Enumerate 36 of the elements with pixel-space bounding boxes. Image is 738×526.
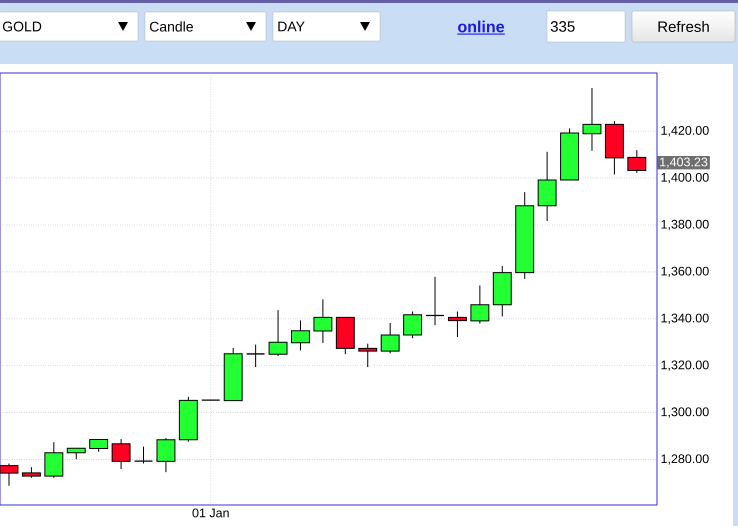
candlestick (380, 322, 400, 354)
text: GOLD (2, 22, 42, 32)
text: online (458, 20, 504, 32)
candlestick (291, 320, 310, 351)
candlestick (448, 311, 467, 338)
candlestick (246, 344, 266, 368)
candlestick (156, 437, 176, 473)
candlestick (66, 448, 86, 460)
candlestick (425, 276, 445, 326)
candlestick (89, 439, 108, 452)
text: 335 (550, 21, 575, 32)
candlestick (268, 310, 288, 357)
candlestick (403, 311, 422, 339)
candlestick (22, 466, 41, 478)
y-tick-label: 1,300.00 (661, 407, 709, 418)
candlestick (358, 343, 378, 368)
y-tick-label: 1,340.00 (661, 314, 709, 324)
y-tick-label: 1,380.00 (661, 220, 709, 230)
y-tick-label: 1,280.00 (661, 454, 709, 465)
candlestick (470, 284, 490, 324)
candlestick (44, 442, 64, 478)
y-tick-label: 1,420.00 (661, 126, 709, 136)
x-tick-label: 01 Jan (192, 508, 229, 518)
candlestick (627, 150, 646, 174)
y-tick-label: 1,320.00 (661, 360, 709, 371)
text: DAY (278, 22, 305, 32)
candlestick (313, 298, 332, 344)
y-tick-label: 1,400.00 (661, 172, 709, 184)
candlestick (582, 88, 602, 152)
candlestick (0, 462, 18, 486)
y-tick-label: 1,360.00 (661, 266, 709, 278)
text: Candle (150, 21, 193, 32)
candlestick (112, 438, 131, 470)
text: Refresh (658, 20, 709, 32)
text: 1,403.23 (660, 158, 708, 168)
candlestick (134, 446, 154, 464)
